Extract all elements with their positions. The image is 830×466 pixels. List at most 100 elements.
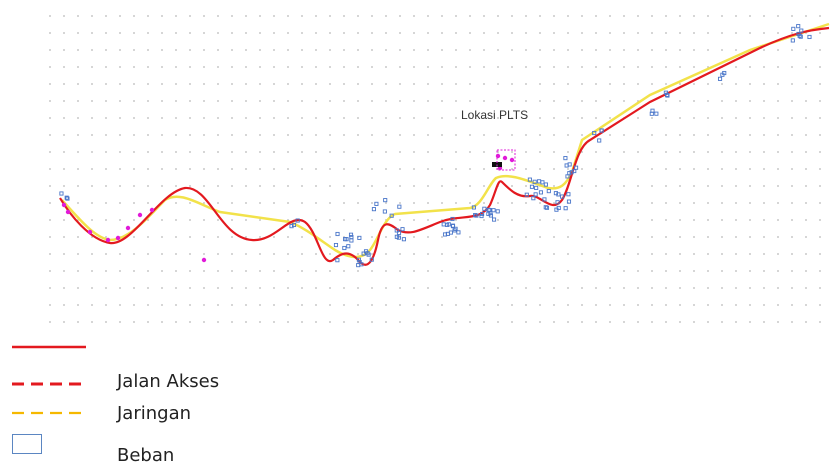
grid-dot: [371, 236, 373, 238]
grid-dot: [707, 321, 709, 323]
legend-label-jaringan: Jaringan: [117, 403, 192, 424]
grid-dot: [511, 83, 513, 85]
grid-dot: [301, 168, 303, 170]
grid-dot: [679, 236, 681, 238]
grid-dot: [567, 66, 569, 68]
grid-dot: [329, 321, 331, 323]
grid-dot: [567, 253, 569, 255]
grid-dot: [735, 100, 737, 102]
grid-dot: [525, 168, 527, 170]
grid-dot: [651, 253, 653, 255]
grid-dot: [287, 253, 289, 255]
grid-dot: [665, 100, 667, 102]
grid-dot: [189, 151, 191, 153]
grid-dot: [203, 15, 205, 17]
grid-dot: [329, 134, 331, 136]
grid-dot: [791, 287, 793, 289]
grid-dot: [91, 100, 93, 102]
grid-dot: [721, 270, 723, 272]
grid-dot: [749, 253, 751, 255]
grid-dot: [469, 321, 471, 323]
grid-dot: [609, 117, 611, 119]
grid-dot: [595, 83, 597, 85]
grid-dot: [469, 287, 471, 289]
grid-dot: [777, 83, 779, 85]
grid-dot: [525, 253, 527, 255]
grid-dot: [791, 117, 793, 119]
grid-dot: [637, 270, 639, 272]
grid-dot: [637, 219, 639, 221]
grid-dot: [441, 253, 443, 255]
grid-dot: [259, 49, 261, 51]
grid-dot: [553, 287, 555, 289]
grid-dot: [693, 83, 695, 85]
grid-dot: [63, 304, 65, 306]
grid-dot: [287, 15, 289, 17]
grid-dot: [595, 304, 597, 306]
grid-dot: [679, 270, 681, 272]
grid-dot: [679, 287, 681, 289]
grid-dot: [189, 134, 191, 136]
load-marker: [366, 252, 371, 257]
grid-dot: [343, 49, 345, 51]
grid-dot: [469, 168, 471, 170]
grid-dot: [217, 236, 219, 238]
grid-dot: [567, 168, 569, 170]
grid-dot: [525, 321, 527, 323]
grid-dot: [539, 83, 541, 85]
grid-dot: [637, 253, 639, 255]
grid-dot: [609, 134, 611, 136]
grid-dot: [483, 100, 485, 102]
grid-dot: [175, 83, 177, 85]
grid-dot: [427, 304, 429, 306]
grid-dot: [371, 253, 373, 255]
grid-dot: [595, 236, 597, 238]
grid-dot: [805, 83, 807, 85]
grid-dot: [693, 304, 695, 306]
load-marker: [397, 204, 402, 209]
grid-dot: [231, 253, 233, 255]
grid-dot: [791, 83, 793, 85]
grid-dot: [693, 321, 695, 323]
grid-dot: [371, 49, 373, 51]
grid-dot: [161, 321, 163, 323]
grid-dot: [203, 32, 205, 34]
grid-dot: [763, 304, 765, 306]
grid-dot: [357, 83, 359, 85]
grid-dot: [273, 49, 275, 51]
grid-dot: [483, 219, 485, 221]
grid-dot: [483, 49, 485, 51]
grid-dot: [217, 185, 219, 187]
grid-dot: [315, 321, 317, 323]
grid-dot: [819, 202, 821, 204]
grid-dot: [385, 287, 387, 289]
grid-dot: [805, 151, 807, 153]
grid-dot: [203, 270, 205, 272]
grid-dot: [469, 83, 471, 85]
grid-dot: [637, 83, 639, 85]
grid-dot: [595, 287, 597, 289]
grid-dot: [483, 287, 485, 289]
grid-dot: [217, 304, 219, 306]
grid-dot: [105, 83, 107, 85]
grid-dot: [427, 66, 429, 68]
load-marker: [64, 195, 69, 200]
grid-dot: [343, 83, 345, 85]
grid-dot: [175, 185, 177, 187]
grid-dot: [735, 321, 737, 323]
grid-dot: [259, 15, 261, 17]
grid-dot: [693, 270, 695, 272]
grid-dot: [469, 100, 471, 102]
grid-dot: [623, 219, 625, 221]
grid-dot: [427, 100, 429, 102]
grid-dot: [161, 151, 163, 153]
grid-dot: [511, 236, 513, 238]
grid-dot: [609, 253, 611, 255]
grid-dot: [511, 185, 513, 187]
grid-dot: [777, 219, 779, 221]
grid-dot: [441, 304, 443, 306]
grid-dot: [679, 117, 681, 119]
load-marker: [374, 201, 379, 206]
grid-dot: [427, 15, 429, 17]
grid-dot: [749, 287, 751, 289]
